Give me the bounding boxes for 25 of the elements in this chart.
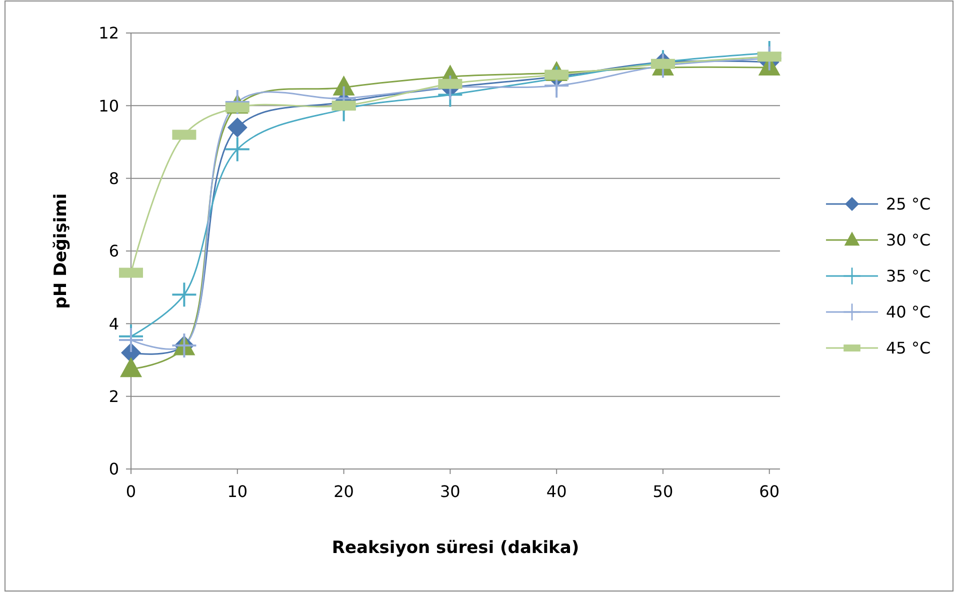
- legend-label: 30 °C: [886, 230, 931, 250]
- point: [172, 282, 196, 307]
- x-tick-label: 40: [546, 482, 567, 501]
- y-tick-label: 2: [108, 386, 119, 406]
- x-tick-label: 60: [759, 482, 780, 501]
- y-axis-title: pH Değişimi: [51, 193, 71, 309]
- y-tick-label: 8: [108, 168, 119, 188]
- legend-label: 45 °C: [886, 338, 931, 358]
- y-tick-label: 12: [98, 24, 119, 43]
- y-tick-label: 10: [98, 96, 119, 116]
- x-tick-label: 30: [440, 482, 460, 501]
- y-tick-label: 6: [108, 242, 119, 261]
- y-tick-label: 0: [108, 460, 119, 479]
- legend-label: 40 °C: [886, 302, 931, 322]
- point: [119, 328, 143, 352]
- legend-label: 25 °C: [886, 194, 931, 214]
- x-axis-title: Reaksiyon süresi (dakika): [332, 538, 580, 558]
- point: [225, 137, 250, 162]
- x-tick-label: 50: [652, 482, 674, 501]
- legend-label: 35 °C: [886, 266, 931, 286]
- x-tick-label: 0: [126, 482, 136, 501]
- x-tick-label: 10: [227, 482, 248, 501]
- point: [227, 117, 248, 138]
- y-tick-label: 4: [108, 314, 119, 334]
- x-tick-label: 20: [334, 482, 354, 501]
